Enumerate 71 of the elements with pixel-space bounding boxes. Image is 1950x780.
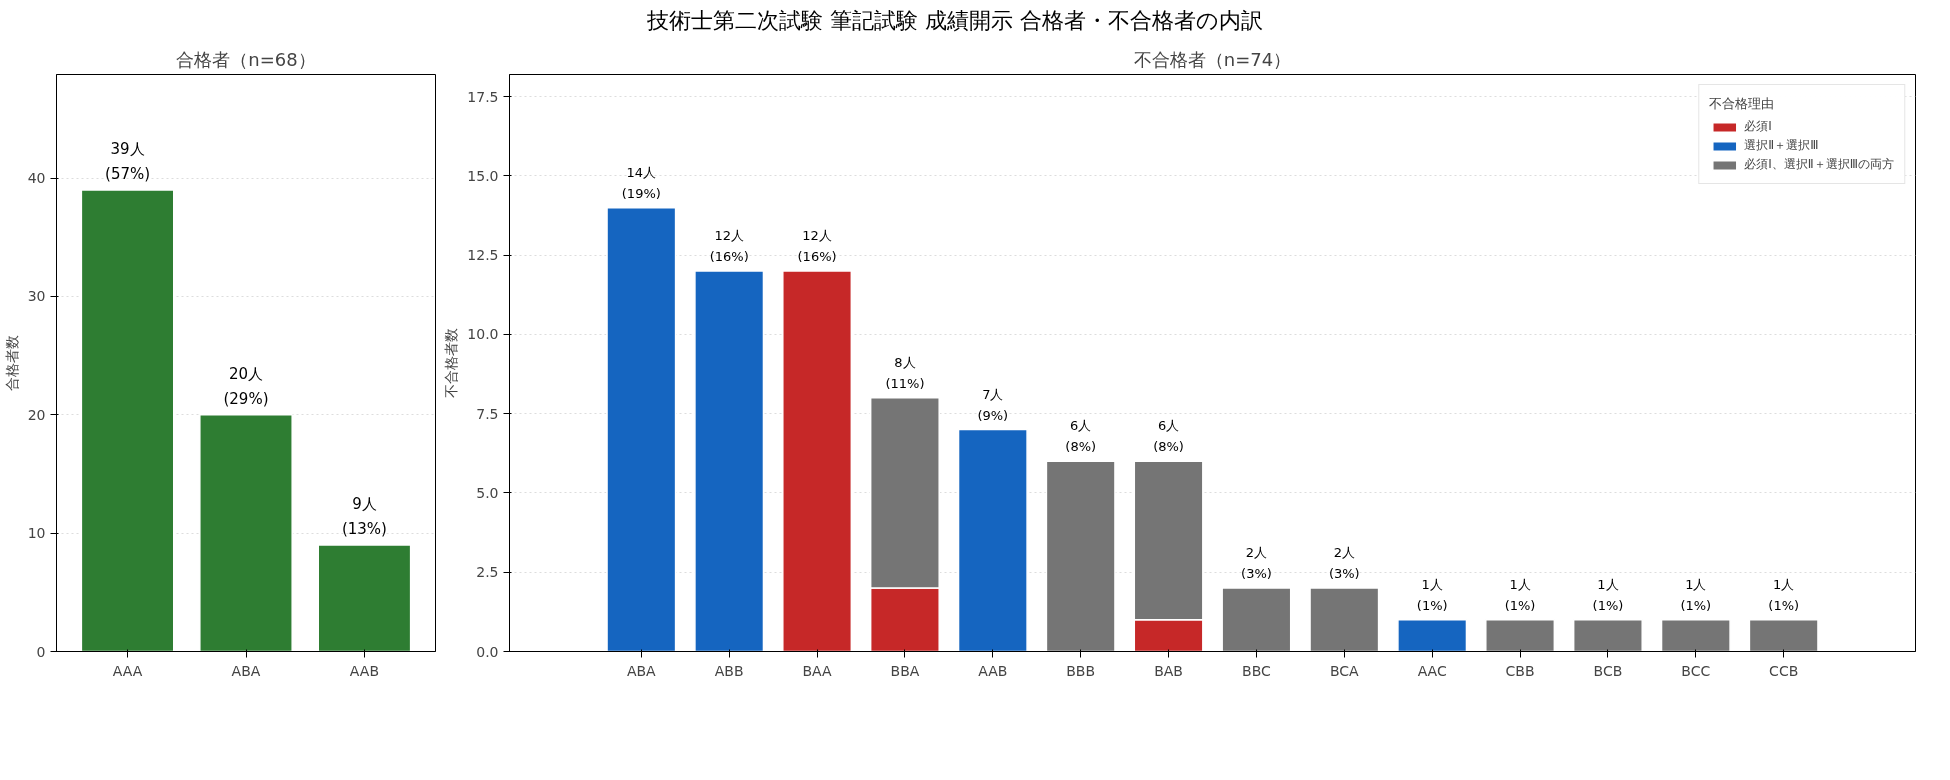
x-tick-label: AAB bbox=[978, 662, 1008, 679]
x-tick-label: CBB bbox=[1505, 662, 1535, 679]
data-label: 20人 (29%) bbox=[223, 365, 269, 409]
y-tick-label: 12.5 bbox=[467, 247, 499, 264]
y-tick-label: 15.0 bbox=[467, 168, 499, 185]
y-tick-label: 30 bbox=[27, 288, 46, 305]
x-tick-label: AAC bbox=[1417, 662, 1447, 679]
total-label: 2人 (3%) bbox=[1328, 545, 1360, 582]
bar bbox=[1748, 619, 1819, 652]
chart-title: 不合格者（n=74） bbox=[1133, 48, 1292, 70]
x-tick-label: BAB bbox=[1154, 662, 1183, 679]
y-tick-label: 2.5 bbox=[476, 564, 499, 581]
total-label: 7人 (9%) bbox=[977, 387, 1009, 424]
total-label: 12人 (16%) bbox=[709, 228, 749, 265]
bar bbox=[606, 207, 677, 652]
text: 技術士第二次試験 筆記試験 成績開示 合格者・不合格者の内訳 bbox=[647, 7, 1263, 35]
total-label: 14人 (19%) bbox=[621, 165, 661, 202]
total-label: 6人 (8%) bbox=[1065, 418, 1097, 455]
y-tick-label: 20 bbox=[27, 407, 46, 424]
legend-title: 不合格理由 bbox=[1709, 95, 1776, 114]
x-tick-label: BAA bbox=[802, 662, 833, 679]
legend-label: 選択Ⅱ＋選択Ⅲ bbox=[1744, 137, 1819, 155]
y-axis-title: 合格者数 bbox=[3, 335, 20, 392]
legend-label: 必須Ⅰ、選択Ⅱ＋選択Ⅲの両方 bbox=[1744, 156, 1894, 174]
y-tick-label: 0 bbox=[36, 643, 46, 660]
total-label: 1人 (1%) bbox=[1416, 577, 1448, 614]
y-tick-label: 17.5 bbox=[467, 89, 499, 106]
x-tick-label: BBC bbox=[1242, 662, 1272, 679]
x-tick-label: BCC bbox=[1681, 662, 1711, 679]
y-tick-label: 5.0 bbox=[476, 485, 499, 502]
bar bbox=[1572, 619, 1643, 652]
total-label: 1人 (1%) bbox=[1504, 577, 1536, 614]
data-label: 9人 (13%) bbox=[341, 495, 387, 539]
x-tick-label: CCB bbox=[1769, 662, 1799, 679]
total-label: 1人 (1%) bbox=[1592, 577, 1624, 614]
x-tick-label: AAB bbox=[349, 662, 380, 679]
y-axis-title: 不合格者数 bbox=[443, 328, 460, 399]
bar bbox=[1221, 587, 1292, 652]
bar bbox=[957, 429, 1028, 652]
y-tick-label: 0.0 bbox=[476, 643, 499, 660]
bar bbox=[694, 270, 765, 652]
bar bbox=[80, 189, 175, 652]
total-label: 12人 (16%) bbox=[797, 228, 837, 265]
total-label: 1人 (1%) bbox=[1680, 577, 1712, 614]
bar bbox=[1485, 619, 1556, 652]
y-tick-label: 10 bbox=[27, 525, 46, 542]
bar bbox=[199, 414, 293, 652]
chart-title: 合格者（n=68） bbox=[176, 48, 316, 70]
total-label: 2人 (3%) bbox=[1241, 545, 1272, 582]
y-tick-label: 10.0 bbox=[467, 326, 499, 343]
total-label: 1人 (1%) bbox=[1768, 577, 1800, 614]
y-tick-label: 40 bbox=[27, 170, 46, 187]
x-tick-label: ABA bbox=[231, 662, 261, 679]
total-label: 8人 (11%) bbox=[885, 355, 925, 392]
x-tick-label: BBB bbox=[1066, 662, 1096, 679]
x-tick-label: ABB bbox=[714, 662, 744, 679]
y-tick-label: 7.5 bbox=[476, 406, 499, 423]
bar bbox=[782, 270, 853, 652]
bar bbox=[1309, 587, 1380, 652]
bar bbox=[1660, 619, 1731, 652]
x-tick-label: BCB bbox=[1593, 662, 1623, 679]
legend-label: 必須Ⅰ bbox=[1744, 118, 1772, 136]
x-tick-label: BCA bbox=[1329, 662, 1360, 679]
x-tick-label: AAA bbox=[112, 662, 143, 679]
bar bbox=[1397, 619, 1468, 652]
x-tick-label: ABA bbox=[626, 662, 657, 679]
bar bbox=[317, 544, 412, 652]
bar bbox=[1045, 460, 1116, 652]
data-label: 39人 (57%) bbox=[105, 140, 151, 184]
total-label: 6人 (8%) bbox=[1153, 418, 1184, 455]
x-tick-label: BBA bbox=[890, 662, 920, 679]
